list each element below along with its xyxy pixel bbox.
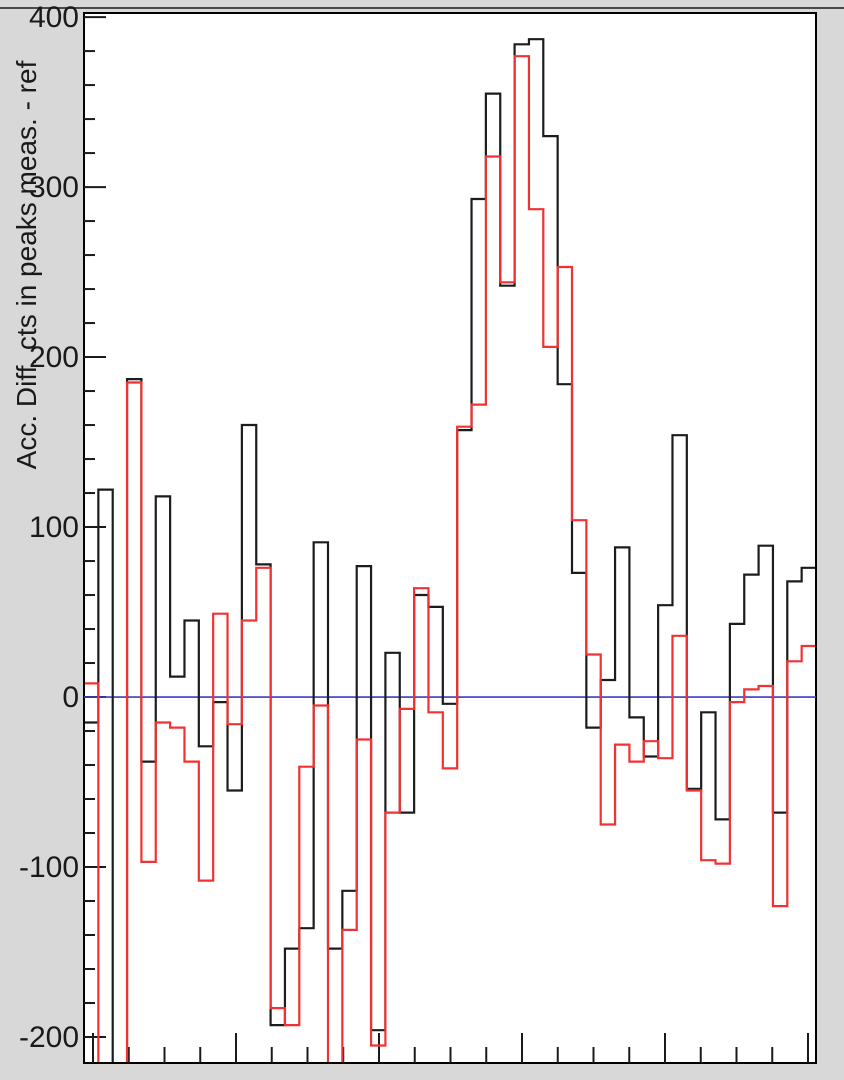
histogram-measured — [85, 38, 815, 1062]
y-tick-label: 200 — [29, 341, 79, 374]
y-axis-title: Acc. Diff. cts in peaks meas. - ref — [11, 60, 42, 469]
y-tick-label: 100 — [29, 511, 79, 544]
y-axis-tick-labels: 400 300 200 100 0 -100 -200 — [19, 1, 79, 1054]
y-tick-label: -100 — [19, 851, 79, 884]
histogram-layer — [85, 38, 815, 1062]
y-tick-label: 400 — [29, 1, 79, 34]
histogram-reference — [85, 55, 815, 1062]
y-tick-label: 300 — [29, 171, 79, 204]
plot-frame — [83, 12, 817, 1064]
y-tick-label: 0 — [62, 681, 79, 714]
y-axis-minor-ticks — [84, 50, 95, 1004]
y-tick-label: -200 — [19, 1021, 79, 1054]
x-axis-ticks — [92, 1033, 809, 1063]
